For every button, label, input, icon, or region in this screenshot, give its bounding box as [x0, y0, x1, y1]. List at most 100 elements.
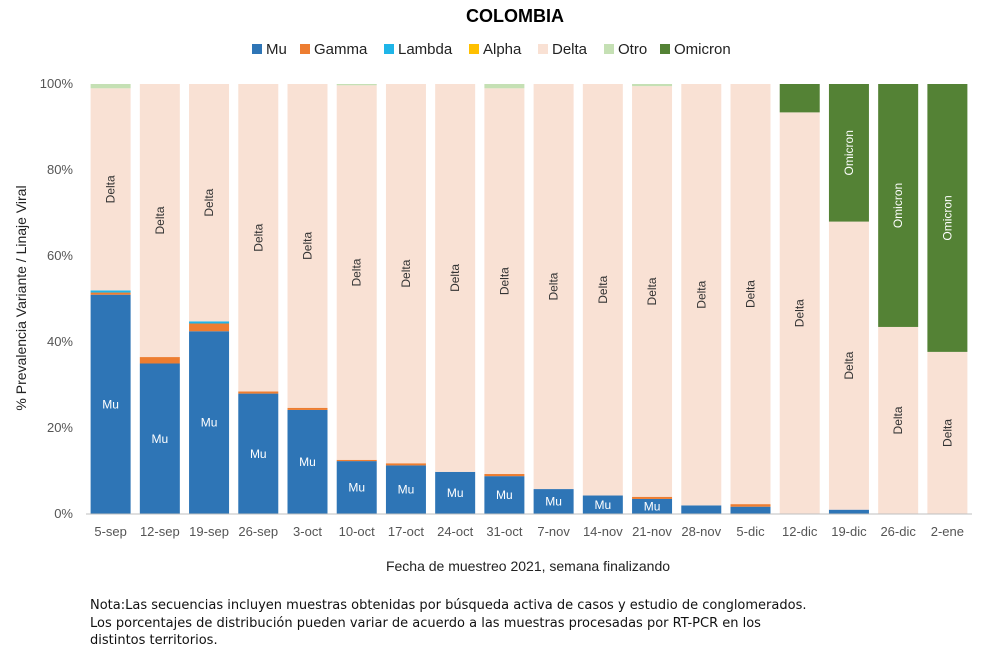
x-tick-label: 19-dic [831, 524, 867, 539]
x-tick-label: 10-oct [339, 524, 376, 539]
segment-label-delta: Delta [891, 406, 905, 434]
x-tick-label: 2-ene [931, 524, 964, 539]
segment-label-mu: Mu [398, 483, 415, 497]
segment-label-mu: Mu [151, 432, 168, 446]
bar-12-sep: Mu Delta [139, 84, 180, 514]
segment-mu [435, 471, 476, 514]
segment-delta [878, 326, 919, 514]
segment-label-mu: Mu [545, 495, 562, 509]
x-axis-title: Fecha de muestreo 2021, semana finalizan… [386, 558, 670, 574]
segment-mu [385, 465, 426, 514]
segment-label-mu: Mu [250, 447, 267, 461]
y-axis-title: % Prevalencia Variante / Linaje Viral [13, 185, 29, 410]
segment-delta [730, 84, 771, 505]
segment-delta [681, 84, 722, 506]
legend-label-omicron: Omicron [674, 41, 731, 58]
segment-delta [336, 85, 377, 460]
chart-title: COLOMBIA [466, 6, 564, 26]
segment-label-delta: Delta [645, 277, 659, 305]
x-tick-label: 3-oct [293, 524, 322, 539]
segment-gamma [336, 459, 377, 462]
segment-gamma [238, 391, 279, 394]
segment-mu [533, 489, 574, 514]
segment-mu [730, 506, 771, 514]
legend-swatch-alpha [469, 44, 479, 54]
segment-mu [90, 294, 131, 514]
segment-label-delta: Delta [251, 223, 265, 251]
legend-label-otro: Otro [618, 41, 647, 58]
bar-17-oct: Mu Delta [385, 84, 426, 514]
y-tick-label: 40% [47, 334, 73, 349]
segment-mu [632, 498, 673, 514]
y-tick-label: 20% [47, 420, 73, 435]
segment-label-delta: Delta [547, 272, 561, 300]
segment-mu [189, 331, 230, 514]
segment-delta [484, 88, 525, 475]
x-tick-label: 31-oct [486, 524, 523, 539]
x-tick-label: 26-dic [880, 524, 916, 539]
bar-5-sep: Mu Delta [90, 84, 131, 514]
x-tick-label: 17-oct [388, 524, 425, 539]
segment-mu [681, 505, 722, 514]
segment-gamma [90, 292, 131, 295]
bar-31-oct: Mu Delta [484, 84, 525, 514]
segment-gamma [287, 407, 328, 410]
segment-gamma [139, 357, 180, 364]
bar-24-oct: Mu Delta [435, 84, 476, 514]
bar-10-oct: Mu Delta [336, 84, 377, 514]
bars: Mu Delta Mu Delta Mu Delta Mu Delta Mu Delta Mu Del… [90, 84, 968, 514]
x-tick-label: 24-oct [437, 524, 474, 539]
segment-delta [287, 84, 328, 408]
segment-mu [484, 476, 525, 514]
segment-omicron [927, 84, 968, 352]
segment-label-delta: Delta [744, 280, 758, 308]
segment-mu [582, 495, 623, 514]
legend-label-alpha: Alpha [483, 41, 522, 58]
bar-28-nov: Delta [681, 84, 722, 514]
segment-delta [385, 84, 426, 464]
segment-lambda [189, 321, 230, 324]
bar-5-dic: Delta [730, 84, 771, 514]
segment-label-delta: Delta [497, 267, 511, 295]
segment-label-delta: Delta [104, 175, 118, 203]
segment-mu [336, 461, 377, 514]
segment-label-omicron: Omicron [891, 183, 905, 228]
x-tick-label: 14-nov [583, 524, 623, 539]
y-tick-label: 100% [40, 76, 74, 91]
x-axis: 5-sep 12-sep 19-sep 26-sep 3-oct 10-oct 17-oct… [94, 524, 964, 539]
segment-label-delta: Delta [301, 232, 315, 260]
stacked-bar-chart: COLOMBIA Mu Gamma Lambda Alpha Delta Otro Omic… [13, 6, 972, 574]
legend-swatch-lambda [384, 44, 394, 54]
segment-delta [533, 84, 574, 490]
legend-swatch-gamma [300, 44, 310, 54]
legend-label-mu: Mu [266, 41, 287, 58]
legend-label-gamma: Gamma [314, 41, 368, 58]
segment-label-mu: Mu [348, 481, 365, 495]
segment-delta [582, 84, 623, 496]
segment-otro [90, 84, 131, 89]
segment-label-delta: Delta [793, 299, 807, 327]
segment-delta [828, 221, 869, 510]
segment-delta [139, 84, 180, 358]
segment-otro [484, 84, 525, 89]
bar-3-oct: Mu Delta [287, 84, 328, 514]
segment-label-mu: Mu [644, 499, 661, 513]
segment-delta [779, 112, 820, 514]
segment-label-mu: Mu [496, 488, 513, 502]
segment-mu [828, 509, 869, 514]
bar-26-sep: Mu Delta [238, 84, 279, 514]
legend-label-lambda: Lambda [398, 41, 453, 58]
footnote: Nota:Las secuencias incluyen muestras ob… [90, 598, 807, 648]
segment-label-omicron: Omicron [940, 195, 954, 240]
segment-lambda [90, 290, 131, 293]
bar-7-nov: Mu Delta [533, 84, 574, 514]
segment-label-mu: Mu [102, 397, 119, 411]
segment-label-omicron: Omicron [842, 130, 856, 175]
legend-label-delta: Delta [552, 41, 588, 58]
bar-12-dic: Delta [779, 84, 820, 514]
segment-label-mu: Mu [201, 416, 218, 430]
segment-mu [139, 363, 180, 514]
segment-mu [238, 393, 279, 514]
segment-label-delta: Delta [153, 206, 167, 234]
segment-gamma [189, 323, 230, 332]
